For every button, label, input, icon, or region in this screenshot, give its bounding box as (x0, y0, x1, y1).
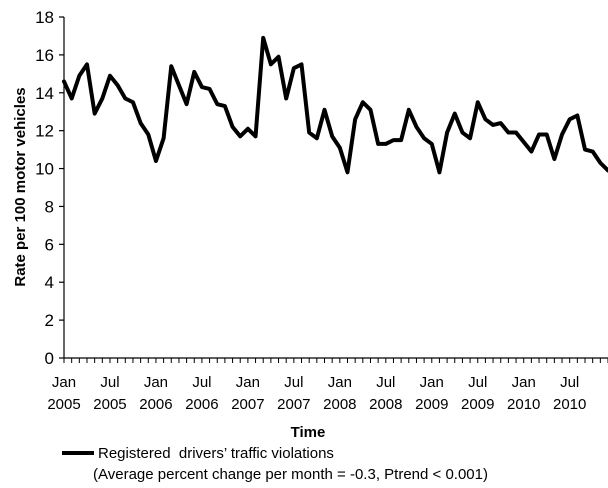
x-tick-label-month: Jan (236, 374, 260, 391)
y-axis: 0 2 4 6 8 10 12 14 16 18 (35, 8, 65, 368)
x-tick-label-month: Jul (560, 374, 579, 391)
y-tick-label: 4 (45, 273, 54, 292)
x-tick-label-year: 2007 (231, 396, 264, 413)
x-tick-label-month: Jul (284, 374, 303, 391)
x-tick-label-year: 2009 (415, 396, 448, 413)
x-axis: Jan 2005 Jul 2005 Jan 2006 Jul 2006 Jan 2007 Jul 20… (47, 357, 608, 413)
y-tick-label: 12 (35, 122, 54, 141)
y-tick-label: 8 (45, 197, 54, 216)
y-tick-label: 0 (45, 349, 54, 368)
x-tick-label-year: 2010 (553, 396, 586, 413)
x-tick-label-year: 2009 (461, 396, 494, 413)
x-tick-label-year: 2005 (47, 396, 80, 413)
series-line (62, 35, 608, 175)
y-tick-label: 10 (35, 160, 54, 179)
x-tick-label-month: Jan (52, 374, 76, 391)
x-tick-label-year: 2008 (323, 396, 356, 413)
x-tick-label-month: Jan (328, 374, 352, 391)
legend-label: Registered drivers’ traffic violations (98, 445, 334, 462)
x-tick-label-month: Jul (468, 374, 487, 391)
x-tick-label-month: Jan (144, 374, 168, 391)
x-tick-label-month: Jan (512, 374, 536, 391)
x-tick-label-year: 2010 (507, 396, 540, 413)
x-tick-label-year: 2006 (185, 396, 218, 413)
y-tick-label: 2 (45, 311, 54, 330)
x-tick-label-year: 2008 (369, 396, 402, 413)
x-axis-title: Time (291, 424, 326, 441)
x-tick-label-month: Jan (420, 374, 444, 391)
y-axis-title: Rate per 100 motor vehicles (12, 87, 29, 286)
x-tick-label-year: 2006 (139, 396, 172, 413)
series-layer (62, 35, 608, 175)
y-tick-label: 16 (35, 46, 54, 65)
legend-note: (Average percent change per month = -0.3… (93, 466, 488, 483)
y-tick-label: 18 (35, 8, 54, 27)
y-tick-label: 6 (45, 235, 54, 254)
y-tick-label: 14 (35, 84, 54, 103)
x-tick-label-month: Jul (192, 374, 211, 391)
x-tick-label-year: 2007 (277, 396, 310, 413)
legend: Registered drivers’ traffic violations (… (62, 445, 488, 483)
x-tick-label-month: Jul (100, 374, 119, 391)
x-tick-label-year: 2005 (93, 396, 126, 413)
x-tick-label-month: Jul (376, 374, 395, 391)
